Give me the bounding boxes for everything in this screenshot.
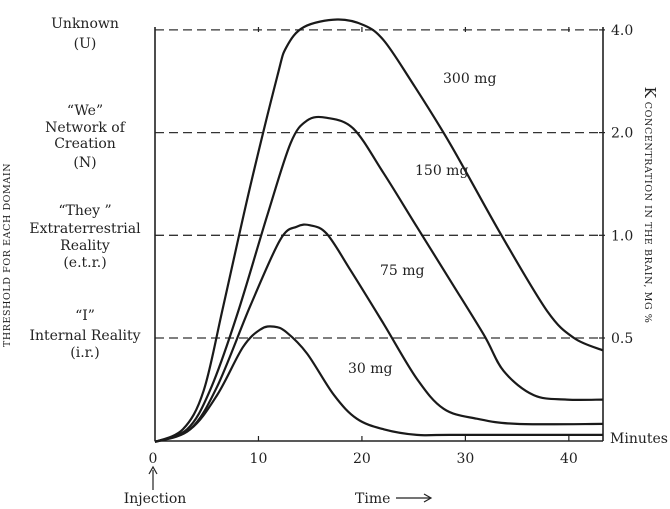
series-label: 300 mg — [443, 71, 496, 87]
injection-arrowhead-icon — [148, 465, 158, 475]
axes — [154, 27, 605, 442]
time-arrowhead-icon — [423, 493, 433, 503]
y-tick-label: 2.0 — [611, 126, 633, 142]
threshold-label-line: Reality — [60, 238, 110, 254]
threshold-label-line: Internal Reality — [29, 328, 140, 344]
svg-text:KCONCENTRATION IN THE BRAIN, M: K CONCENTRATION IN THE BRAIN, MG % — [641, 87, 659, 324]
y-tick-label: 0.5 — [611, 331, 633, 347]
threshold-label-line: (N) — [73, 155, 96, 171]
x-tick-label: 20 — [353, 451, 371, 467]
threshold-label-line: Network of — [45, 120, 127, 136]
series-line-300-mg — [154, 18, 604, 443]
x-unit-label: Minutes — [610, 431, 668, 447]
injection-label: Injection — [124, 491, 187, 507]
threshold-label-line: “I” — [75, 308, 95, 324]
threshold-label-line: Unknown — [51, 16, 119, 32]
labels: 4.0 2.0 1.0 0.5 0 10 20 30 40 Unknown (U) “We”Netwo… — [29, 16, 633, 467]
series-line-150-mg — [154, 115, 604, 443]
right-axis-title: K CONCENTRATION IN THE BRAIN, MG % — [641, 87, 659, 324]
x-tick-label: 40 — [560, 451, 578, 467]
y-tick-label: 1.0 — [611, 228, 633, 244]
threshold-label-line: (U) — [74, 36, 97, 52]
threshold-label-line: “They ” — [58, 203, 111, 219]
y-tick-label: 4.0 — [611, 23, 633, 39]
threshold-label-line: (i.r.) — [70, 345, 99, 361]
threshold-label-line: (e.t.r.) — [63, 255, 106, 271]
series-label: 75 mg — [380, 263, 425, 279]
threshold-label-line: “We” — [67, 103, 103, 119]
left-axis-title: THRESHOLD FOR EACH DOMAIN — [2, 163, 13, 347]
series-line-30-mg — [154, 325, 603, 443]
right-axis-title-prefix: K — [641, 87, 659, 99]
x-axis-title-text: Time — [355, 491, 390, 507]
x-tick-label: 0 — [149, 451, 158, 467]
curves — [154, 18, 604, 443]
x-tick-label: 30 — [456, 451, 474, 467]
series-line-75-mg — [154, 223, 604, 443]
x-tick-label: 10 — [250, 451, 268, 467]
threshold-label-line: Creation — [54, 136, 116, 152]
series-label: 30 mg — [348, 361, 393, 377]
x-axis-title: Time — [355, 491, 433, 507]
series-label: 150 mg — [415, 163, 468, 179]
right-axis-title-text: CONCENTRATION IN THE BRAIN, MG % — [642, 102, 653, 324]
injection-marker: Injection — [124, 465, 187, 507]
threshold-label-line: Extraterrestrial — [29, 221, 141, 237]
